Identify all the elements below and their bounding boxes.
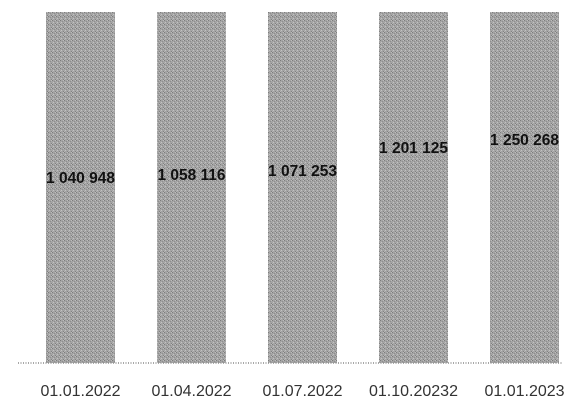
category-label-5: 01.01.2023 [484, 383, 564, 400]
bars-group [46, 12, 559, 363]
value-labels-group: 1 040 948 1 058 116 1 071 253 1 201 125 1 25… [46, 132, 559, 187]
category-label-3: 01.07.2022 [262, 383, 342, 400]
category-label-1: 01.01.2022 [40, 383, 120, 400]
bar-3 [268, 12, 337, 363]
category-label-4: 01.10.20232 [369, 383, 458, 400]
bar-4 [379, 12, 448, 363]
value-label-4: 1 201 125 [379, 140, 448, 157]
value-label-1: 1 040 948 [46, 170, 115, 187]
bar-2 [157, 12, 226, 363]
category-labels-group: 01.01.2022 01.04.2022 01.07.2022 01.10.2023… [40, 383, 564, 400]
bar-1 [46, 12, 115, 363]
value-label-3: 1 071 253 [268, 163, 337, 180]
value-label-5: 1 250 268 [490, 132, 559, 149]
category-label-2: 01.04.2022 [151, 383, 231, 400]
value-label-2: 1 058 116 [157, 167, 225, 184]
bar-5 [490, 12, 559, 363]
